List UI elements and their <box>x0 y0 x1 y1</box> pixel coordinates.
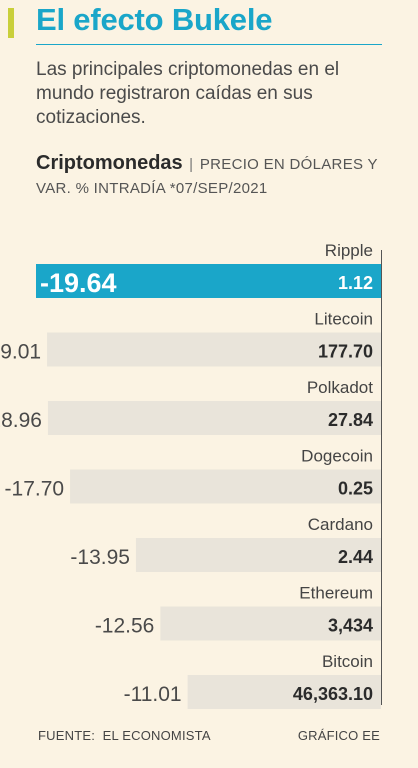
variation-label: -11.01 <box>124 683 182 706</box>
category-label: Bitcoin <box>322 652 373 671</box>
title-accent-bar <box>8 8 14 38</box>
chart-heading-separator: | <box>189 156 194 173</box>
title-divider <box>36 44 382 45</box>
category-label: Ethereum <box>299 584 373 603</box>
variation-label: -18.96 <box>0 409 42 432</box>
bar <box>47 332 381 367</box>
chart-heading-note: PRECIO EN DÓLARES Y VAR. % INTRADÍA *07/… <box>36 156 378 197</box>
variation-label: -13.95 <box>70 546 130 569</box>
price-label: 3,434 <box>328 616 373 636</box>
page-title: El efecto Bukele <box>36 2 273 37</box>
source-note: FUENTE: EL ECONOMISTA <box>38 728 211 743</box>
price-label: 27.84 <box>328 410 373 430</box>
category-label: Ripple <box>325 241 373 260</box>
price-label: 177.70 <box>318 342 373 362</box>
bar <box>187 675 381 709</box>
variation-label: -19.64 <box>40 268 117 298</box>
price-label: 46,363.10 <box>293 684 373 704</box>
bar <box>47 401 382 435</box>
chart-heading: Criptomonedas | PRECIO EN DÓLARES Y VAR.… <box>36 151 386 201</box>
chart-axis-line <box>381 250 382 705</box>
price-label: 2.44 <box>338 547 373 567</box>
category-label: Litecoin <box>314 310 373 329</box>
page-subtitle: Las principales criptomonedas en el mund… <box>36 59 340 128</box>
bar <box>36 264 381 298</box>
category-label: Polkadot <box>307 378 373 397</box>
variation-label: -12.56 <box>95 615 155 638</box>
variation-label: -17.70 <box>5 478 65 501</box>
graphic-credit: GRÁFICO EE <box>297 728 380 743</box>
bar <box>70 469 381 504</box>
price-label: 1.12 <box>338 273 373 293</box>
chart-name: Criptomonedas <box>36 152 183 174</box>
bar <box>160 606 381 641</box>
category-label: Cardano <box>308 515 373 534</box>
category-label: Dogecoin <box>301 447 373 466</box>
bar <box>135 538 381 572</box>
variation-label: -19.01 <box>0 341 41 364</box>
price-label: 0.25 <box>338 479 373 499</box>
